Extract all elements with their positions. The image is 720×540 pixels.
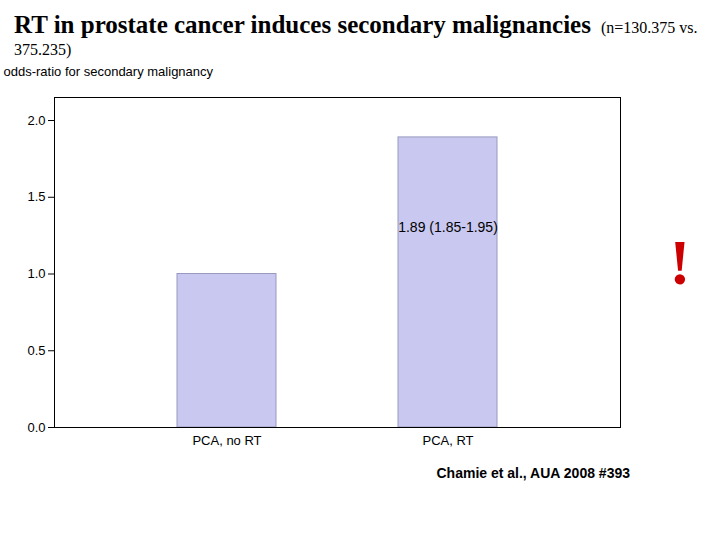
svg-text:PCA, RT: PCA, RT (422, 433, 473, 448)
svg-text:0.0: 0.0 (27, 420, 45, 435)
svg-text:PCA, no RT: PCA, no RT (192, 433, 261, 448)
svg-text:odds-ratio for secondary malig: odds-ratio for secondary malignancy (4, 64, 214, 79)
html-text:RT in prostate cancer induces: RT in prostate cancer induces secondary … (14, 11, 698, 58)
svg-text:1.89 (1.85-1.95): 1.89 (1.85-1.95) (398, 220, 498, 236)
svg-text:1.0: 1.0 (27, 266, 45, 281)
html-text:Chamie et al., AUA 2008 #393: Chamie et al., AUA 2008 #393 (436, 465, 630, 482)
svg-text:1.5: 1.5 (27, 190, 45, 205)
svg-text:0.5: 0.5 (27, 343, 45, 358)
svg-text:2.0: 2.0 (27, 113, 45, 128)
